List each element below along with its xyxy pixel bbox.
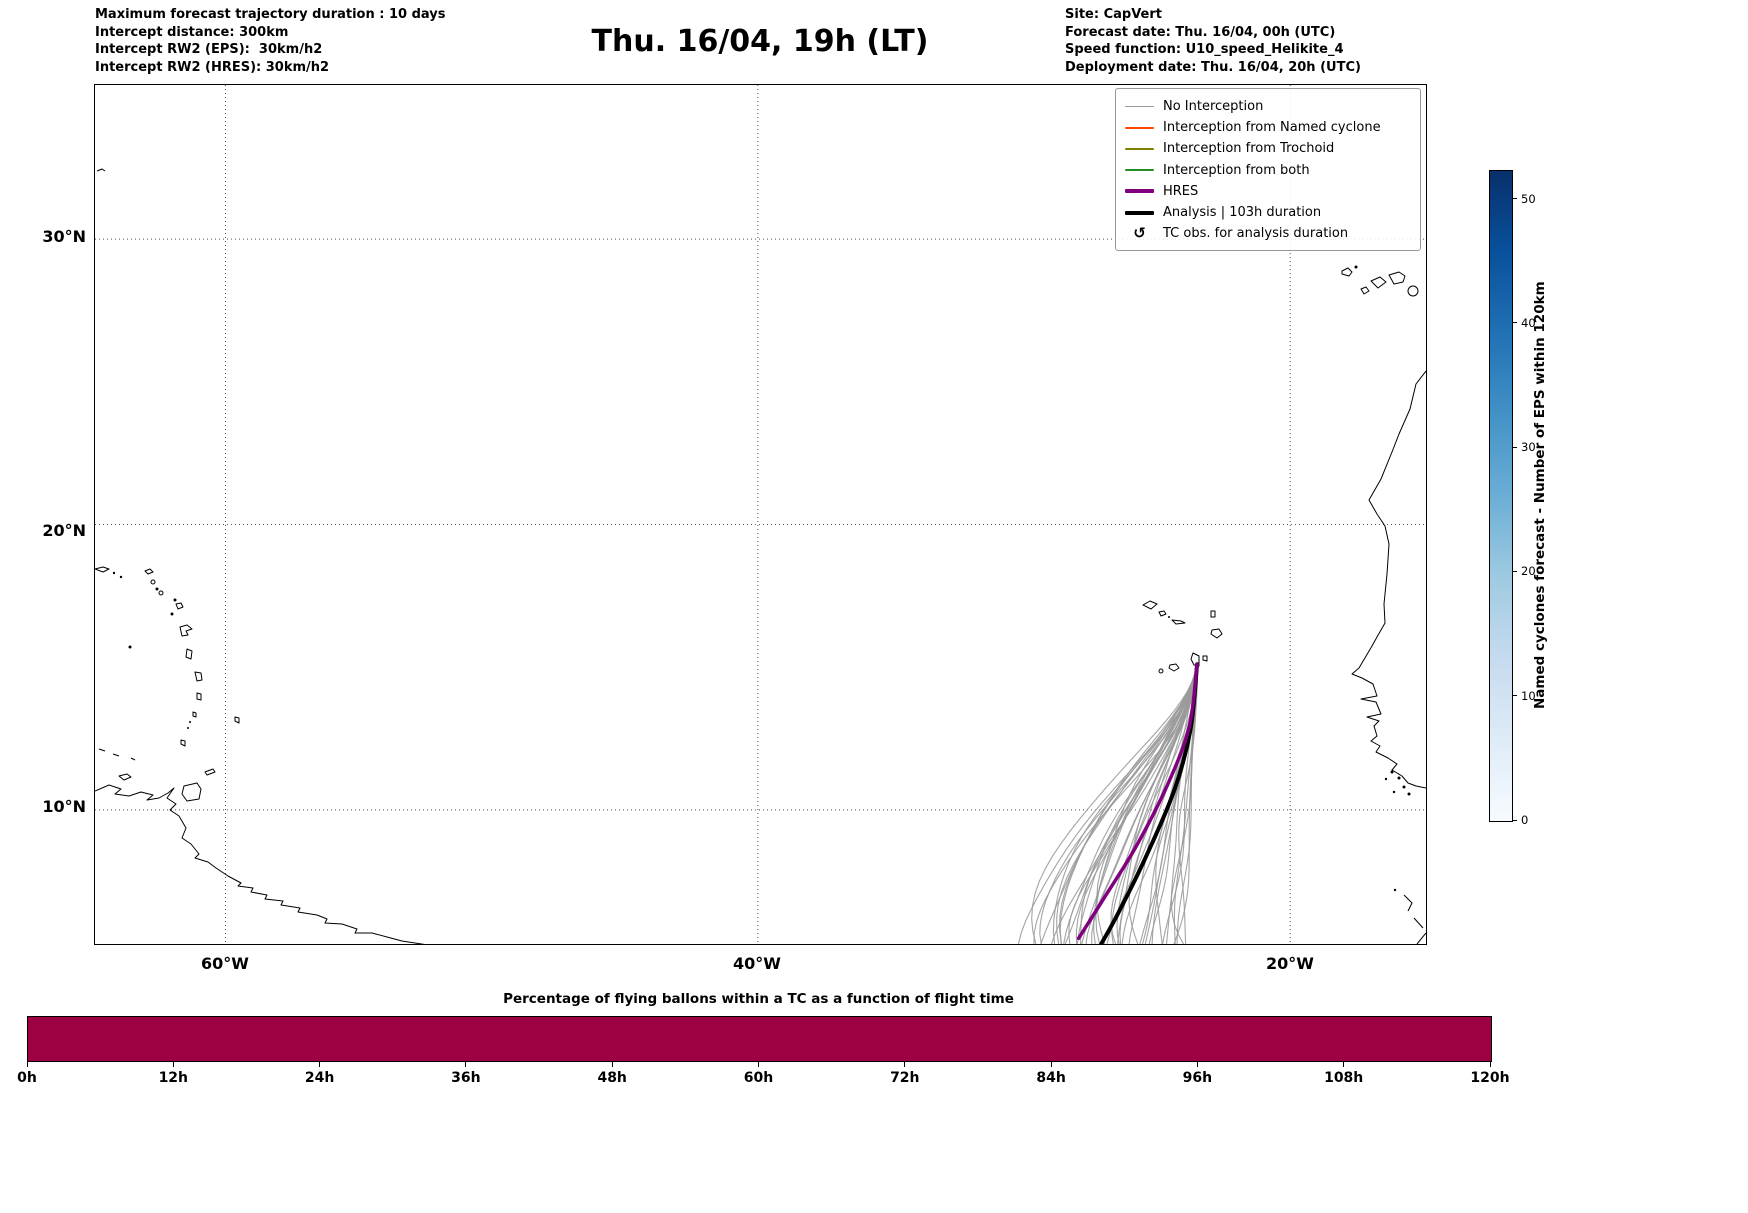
legend-label: Interception from both xyxy=(1163,162,1310,178)
legend-item: Analysis | 103h duration xyxy=(1125,202,1411,223)
eps-trajectory xyxy=(1059,664,1198,944)
map-legend: No Interception Interception from Named c… xyxy=(1115,88,1421,252)
legend-item: Interception from Named cyclone xyxy=(1125,117,1411,138)
eps-trajectory xyxy=(1059,664,1198,944)
intercept-rw2-hres-text: Intercept RW2 (HRES): 30km/h2 xyxy=(95,59,330,75)
legend-item: HRES xyxy=(1125,181,1411,202)
lat-label-30n: 30°N xyxy=(42,227,86,246)
strip-tick-label: 84h xyxy=(1036,1070,1066,1086)
strip-tick xyxy=(26,1062,28,1067)
strip-tick xyxy=(172,1062,174,1067)
strip-tick xyxy=(611,1062,613,1067)
legend-label: Analysis | 103h duration xyxy=(1163,205,1322,221)
eps-trajectory xyxy=(1095,664,1198,944)
strip-tick xyxy=(1196,1062,1198,1067)
legend-label: TC obs. for analysis duration xyxy=(1163,226,1349,242)
eps-trajectory xyxy=(1076,664,1198,944)
strip-tick-label: 0h xyxy=(17,1070,37,1086)
legend-line-sample xyxy=(1125,210,1154,215)
trajectories xyxy=(1017,662,1200,944)
legend-item: Interception from both xyxy=(1125,160,1411,181)
forecast-date-text: Forecast date: Thu. 16/04, 00h (UTC) xyxy=(1065,24,1336,40)
lat-label-10n: 10°N xyxy=(42,797,86,816)
intercept-rw2-eps-text: Intercept RW2 (EPS): 30km/h2 xyxy=(95,42,323,57)
strip-tick xyxy=(758,1062,759,1067)
legend-item: Interception from Trochoid xyxy=(1125,138,1411,159)
map-canvas xyxy=(95,85,1426,944)
legend-item: No Interception xyxy=(1125,96,1411,117)
tc-percentage-strip xyxy=(27,1016,1492,1062)
lon-label-40w: 40°W xyxy=(733,954,781,973)
strip-tick-label: 36h xyxy=(451,1070,481,1086)
intercept-distance-text: Intercept distance: 300km xyxy=(95,24,289,40)
eps-trajectory xyxy=(1128,664,1198,944)
legend-label: Interception from Trochoid xyxy=(1163,141,1335,157)
eps-trajectory xyxy=(1111,664,1198,944)
map-plot-area xyxy=(94,84,1427,945)
legend-line-sample xyxy=(1125,148,1154,150)
eps-trajectory xyxy=(1178,664,1198,944)
lon-label-20w: 20°W xyxy=(1266,954,1314,973)
coastlines xyxy=(95,168,1426,944)
strip-tick-label: 48h xyxy=(597,1070,627,1086)
speed-function-text: Speed function: U10_speed_Helikite_4 xyxy=(1065,42,1344,57)
strip-tick xyxy=(319,1062,321,1067)
legend-label: HRES xyxy=(1163,183,1199,199)
strip-tick-label: 120h xyxy=(1470,1070,1510,1086)
site-text: Site: CapVert xyxy=(1065,7,1162,22)
header-left-block: Maximum forecast trajectory duration : 1… xyxy=(95,6,446,76)
tc-obs-icon: ↺ xyxy=(1133,224,1146,243)
lon-label-60w: 60°W xyxy=(201,954,249,973)
strip-tick-label: 96h xyxy=(1182,1070,1213,1086)
lat-label-20n: 20°N xyxy=(42,521,86,540)
strip-tick xyxy=(1343,1062,1345,1067)
strip-tick-label: 24h xyxy=(304,1070,335,1086)
eps-trajectory xyxy=(1031,664,1198,944)
legend-line-sample xyxy=(1125,189,1154,194)
deployment-date-text: Deployment date: Thu. 16/04, 20h (UTC) xyxy=(1065,59,1361,75)
colorbar xyxy=(1489,170,1513,822)
strip-tick-label: 12h xyxy=(158,1070,189,1086)
legend-line-sample xyxy=(1125,105,1154,108)
colorbar-label: Named cyclones forecast - Number of EPS … xyxy=(1532,281,1548,709)
legend-label: Interception from Named cyclone xyxy=(1163,120,1381,136)
eps-trajectory xyxy=(1176,664,1198,944)
strip-tick xyxy=(1050,1062,1052,1067)
strip-tick-label: 108h xyxy=(1324,1070,1364,1086)
strip-tick xyxy=(904,1062,906,1067)
header-right-block: Site: CapVert Forecast date: Thu. 16/04,… xyxy=(1065,6,1361,76)
strip-chart-title: Percentage of flying ballons within a TC… xyxy=(503,991,1014,1007)
strip-tick xyxy=(465,1062,467,1067)
legend-line-sample xyxy=(1125,169,1154,171)
legend-line-sample xyxy=(1125,127,1154,129)
strip-tick-label: 60h xyxy=(743,1070,774,1086)
hres-trajectory xyxy=(1076,662,1199,941)
max-duration-text: Maximum forecast trajectory duration : 1… xyxy=(95,7,446,22)
strip-tick-label: 72h xyxy=(890,1070,920,1086)
strip-tick xyxy=(1489,1062,1491,1067)
legend-label: No Interception xyxy=(1163,99,1264,115)
legend-item: ↺ TC obs. for analysis duration xyxy=(1125,223,1411,244)
page-title: Thu. 16/04, 19h (LT) xyxy=(591,24,929,59)
eps-trajectory xyxy=(1056,664,1198,944)
